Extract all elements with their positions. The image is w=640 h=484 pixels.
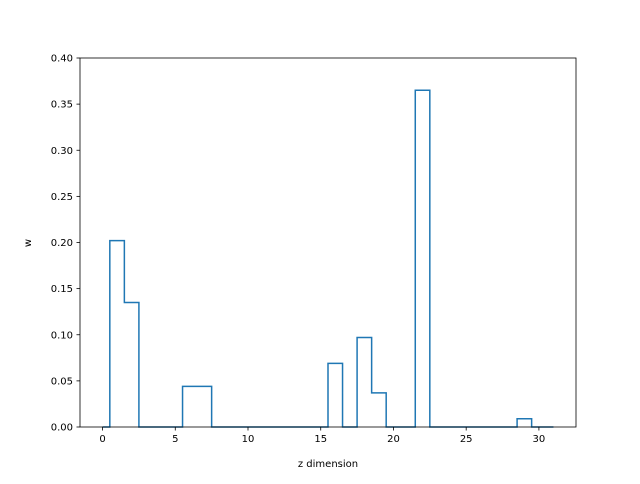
y-tick-label: 0.40 [51, 54, 73, 65]
y-tick-label: 0.35 [51, 100, 73, 111]
x-axis-label: z dimension [298, 459, 358, 470]
x-tick-label: 5 [172, 434, 178, 445]
y-tick-label: 0.05 [51, 376, 73, 387]
x-axis: 0 5 10 15 20 25 30 [99, 427, 545, 445]
y-tick-label: 0.10 [51, 330, 73, 341]
y-tick-label: 0.00 [51, 423, 73, 434]
x-tick-label: 10 [242, 434, 255, 445]
y-tick-label: 0.20 [51, 238, 73, 249]
y-tick-label: 0.30 [51, 146, 73, 157]
x-tick-label: 25 [460, 434, 473, 445]
y-axis: 0.00 0.05 0.10 0.15 0.20 0.25 0.30 0.35 0.40 [51, 54, 80, 434]
y-tick-label: 0.25 [51, 192, 73, 203]
y-axis-label: w [23, 239, 34, 247]
x-tick-label: 0 [99, 434, 105, 445]
x-tick-label: 30 [533, 434, 546, 445]
y-tick-label: 0.15 [51, 284, 73, 295]
x-tick-label: 20 [387, 434, 400, 445]
x-tick-label: 15 [314, 434, 327, 445]
